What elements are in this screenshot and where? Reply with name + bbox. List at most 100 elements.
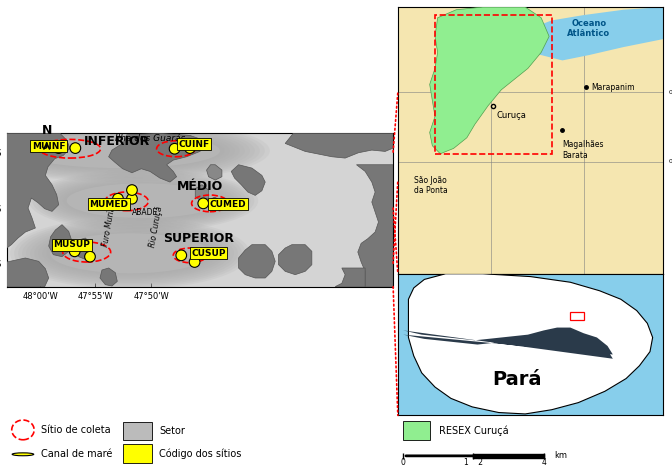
Polygon shape <box>239 244 276 278</box>
Polygon shape <box>7 258 48 287</box>
Ellipse shape <box>15 132 225 169</box>
Ellipse shape <box>0 124 255 178</box>
Ellipse shape <box>32 171 255 230</box>
Ellipse shape <box>0 121 265 181</box>
Text: km: km <box>554 451 567 460</box>
Ellipse shape <box>42 230 218 277</box>
Text: Curuça: Curuça <box>496 111 526 120</box>
Ellipse shape <box>20 134 220 168</box>
Text: RESEX Curuçá: RESEX Curuçá <box>439 425 509 436</box>
Circle shape <box>126 185 137 195</box>
Polygon shape <box>231 165 265 195</box>
FancyBboxPatch shape <box>122 445 152 463</box>
Polygon shape <box>75 238 92 259</box>
Ellipse shape <box>36 172 251 229</box>
Circle shape <box>190 257 200 267</box>
Text: 0°40'S: 0°40'S <box>669 159 672 164</box>
Text: Setor: Setor <box>159 426 185 436</box>
Text: MÉDIO: MÉDIO <box>177 180 223 193</box>
Ellipse shape <box>40 174 247 228</box>
Text: MUINF: MUINF <box>32 142 65 151</box>
Ellipse shape <box>59 181 228 221</box>
Ellipse shape <box>22 222 238 285</box>
Circle shape <box>70 143 81 153</box>
Ellipse shape <box>38 228 222 278</box>
Text: Marapanim: Marapanim <box>591 83 635 92</box>
Circle shape <box>53 143 64 153</box>
Ellipse shape <box>46 232 214 275</box>
Text: 4: 4 <box>542 458 546 467</box>
Polygon shape <box>196 185 208 202</box>
Text: SUPERIOR: SUPERIOR <box>163 232 234 244</box>
Text: Ilha dos Guarás: Ilha dos Guarás <box>115 134 185 143</box>
Text: 0°35'S: 0°35'S <box>669 90 672 95</box>
Polygon shape <box>356 165 393 287</box>
Ellipse shape <box>34 227 226 280</box>
Text: ABADE: ABADE <box>132 208 158 217</box>
Ellipse shape <box>0 125 250 177</box>
Text: Oceano
Atlântico: Oceano Atlântico <box>567 19 610 38</box>
Circle shape <box>198 198 208 209</box>
Ellipse shape <box>55 179 231 222</box>
Polygon shape <box>403 328 613 359</box>
Ellipse shape <box>0 128 240 174</box>
Text: CUMED: CUMED <box>210 200 246 209</box>
Ellipse shape <box>0 122 260 179</box>
Text: Furo Muriá: Furo Muriá <box>101 206 117 247</box>
Ellipse shape <box>30 225 230 281</box>
Text: São João
da Ponta: São João da Ponta <box>414 176 448 195</box>
Text: Magalhães
Barata: Magalhães Barata <box>562 141 604 160</box>
Ellipse shape <box>10 131 230 171</box>
Ellipse shape <box>51 178 235 224</box>
Text: N: N <box>42 124 52 137</box>
Circle shape <box>85 252 95 262</box>
Text: 0: 0 <box>401 458 406 467</box>
Text: CUINF: CUINF <box>178 140 210 149</box>
Circle shape <box>113 194 123 204</box>
Circle shape <box>12 453 34 456</box>
Text: Canal de maré: Canal de maré <box>41 449 112 459</box>
Polygon shape <box>429 7 549 154</box>
Circle shape <box>176 250 187 261</box>
Text: Pará: Pará <box>493 371 542 389</box>
Ellipse shape <box>0 126 245 175</box>
Ellipse shape <box>50 233 210 273</box>
Polygon shape <box>335 268 365 287</box>
Ellipse shape <box>63 182 224 219</box>
FancyBboxPatch shape <box>403 421 429 440</box>
Polygon shape <box>278 244 312 275</box>
Polygon shape <box>7 134 70 248</box>
Text: Rio Curuçá: Rio Curuçá <box>148 205 164 248</box>
Text: MUMED: MUMED <box>89 200 128 209</box>
Polygon shape <box>48 225 72 257</box>
Ellipse shape <box>28 169 258 232</box>
FancyBboxPatch shape <box>122 421 152 440</box>
Polygon shape <box>109 134 206 182</box>
Circle shape <box>126 194 137 204</box>
Ellipse shape <box>14 219 246 288</box>
Text: INFERIOR: INFERIOR <box>83 135 150 148</box>
Polygon shape <box>285 134 393 158</box>
Circle shape <box>69 246 80 257</box>
Circle shape <box>209 198 220 209</box>
Polygon shape <box>100 268 118 286</box>
Text: MUSUP: MUSUP <box>54 240 91 249</box>
Polygon shape <box>206 165 222 180</box>
Text: Sítio de coleta: Sítio de coleta <box>41 425 110 435</box>
Ellipse shape <box>18 220 242 286</box>
Text: Código dos sítios: Código dos sítios <box>159 448 242 459</box>
Ellipse shape <box>67 184 220 218</box>
Circle shape <box>185 143 196 153</box>
Ellipse shape <box>0 119 270 182</box>
Ellipse shape <box>5 129 235 172</box>
Ellipse shape <box>26 224 234 283</box>
Circle shape <box>169 143 180 154</box>
Bar <box>435 15 552 154</box>
Ellipse shape <box>48 177 239 225</box>
Polygon shape <box>409 274 653 414</box>
Ellipse shape <box>10 218 250 289</box>
Polygon shape <box>509 7 663 60</box>
Text: CUSUP: CUSUP <box>192 249 226 258</box>
Bar <box>571 312 583 320</box>
Text: 1    2: 1 2 <box>464 458 483 467</box>
